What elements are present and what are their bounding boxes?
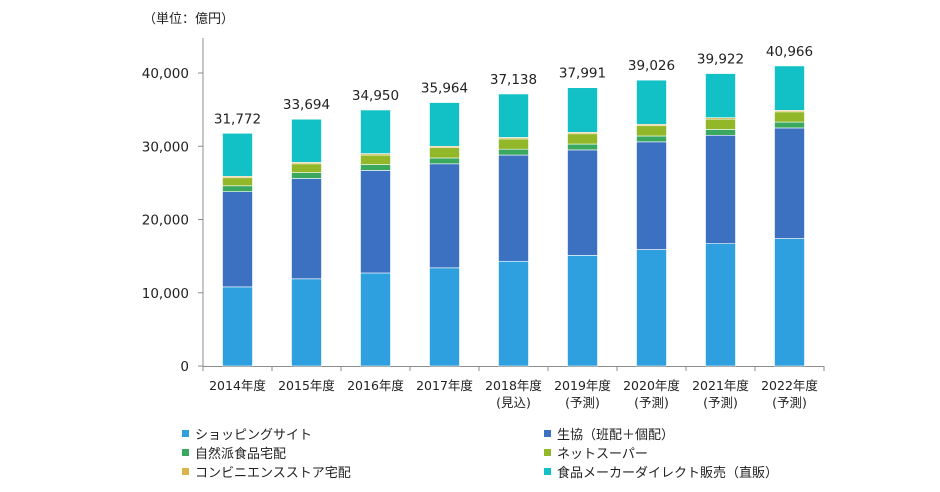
y-tick-label: 10,000 bbox=[142, 286, 189, 302]
bar-segment bbox=[498, 148, 529, 156]
legend-item: 生協（班配＋個配） bbox=[544, 424, 674, 443]
bar-segment bbox=[498, 138, 529, 150]
bar-segment bbox=[222, 191, 253, 288]
legend-label: 自然派食品宅配 bbox=[195, 447, 287, 462]
total-label: 34,950 bbox=[352, 88, 399, 104]
bar-segment bbox=[567, 143, 598, 151]
x-tick-label: (予測) bbox=[772, 395, 807, 410]
bar-segment bbox=[705, 118, 736, 130]
bar-segment bbox=[774, 238, 805, 367]
legend-item: ネットスーパー bbox=[544, 443, 648, 462]
bar-segment bbox=[291, 118, 322, 163]
bar-segment bbox=[360, 154, 391, 165]
y-tick-label: 40,000 bbox=[142, 66, 189, 82]
bar-segment bbox=[429, 157, 460, 165]
bar-segment bbox=[705, 243, 736, 367]
bar-segment bbox=[636, 141, 667, 250]
total-label: 35,964 bbox=[421, 81, 468, 97]
bar-segment bbox=[567, 149, 598, 256]
bar-segment bbox=[774, 111, 805, 123]
bar-segment bbox=[291, 163, 322, 173]
legend-swatch bbox=[182, 430, 189, 437]
bar-segment bbox=[498, 260, 529, 367]
x-tick-label: (予測) bbox=[703, 395, 738, 410]
bar-segment bbox=[636, 249, 667, 367]
bar-segment bbox=[291, 178, 322, 280]
bar-segment bbox=[636, 79, 667, 125]
bar-segment bbox=[429, 102, 460, 147]
legend-swatch bbox=[544, 468, 551, 475]
bar-segment bbox=[360, 164, 391, 171]
bar-segment bbox=[222, 286, 253, 367]
legend-label: コンビニエンスストア宅配 bbox=[195, 466, 351, 481]
bar-segment bbox=[705, 134, 736, 244]
bar-segment bbox=[429, 163, 460, 269]
legend-label: 食品メーカーダイレクト販売（直販） bbox=[557, 466, 779, 481]
bar-segment bbox=[567, 133, 598, 145]
bar-segment bbox=[774, 65, 805, 111]
x-tick-label: 2020年度 bbox=[623, 378, 680, 393]
legend-item: 自然派食品宅配 bbox=[182, 443, 286, 462]
x-tick-label: 2017年度 bbox=[416, 378, 473, 393]
legend-label: ネットスーパー bbox=[557, 447, 648, 462]
bar-segment bbox=[774, 127, 805, 239]
bar-segment bbox=[360, 109, 391, 154]
bar-segment bbox=[360, 272, 391, 367]
bar-segment bbox=[774, 121, 805, 129]
bar-segment bbox=[705, 73, 736, 118]
bar-segment bbox=[705, 129, 736, 136]
x-tick-label: (予測) bbox=[565, 395, 600, 410]
y-tick-label: 0 bbox=[180, 359, 189, 375]
total-label: 39,026 bbox=[628, 58, 675, 74]
total-label: 39,922 bbox=[697, 52, 744, 68]
unit-label: （単位：億円） bbox=[143, 11, 234, 27]
bar-segment bbox=[291, 278, 322, 367]
bar-segment bbox=[222, 132, 253, 177]
legend-label: 生協（班配＋個配） bbox=[557, 428, 675, 443]
legend-item: ショッピングサイト bbox=[182, 424, 312, 443]
legend-swatch bbox=[182, 449, 189, 456]
total-label: 37,138 bbox=[490, 72, 537, 88]
bar-segment bbox=[222, 185, 253, 192]
x-tick-label: (予測) bbox=[634, 395, 669, 410]
total-label: 33,694 bbox=[283, 97, 330, 113]
legend-swatch bbox=[544, 430, 551, 437]
x-tick-label: 2021年度 bbox=[692, 378, 749, 393]
total-label: 31,772 bbox=[214, 111, 261, 127]
bar-segment bbox=[291, 172, 322, 179]
bar-segment bbox=[429, 147, 460, 159]
bar-segment bbox=[498, 93, 529, 138]
bar-segment bbox=[429, 267, 460, 367]
y-tick-label: 30,000 bbox=[142, 139, 189, 155]
x-tick-label: 2014年度 bbox=[209, 378, 266, 393]
bar-segment bbox=[567, 87, 598, 133]
total-label: 37,991 bbox=[559, 66, 606, 82]
bar-segment bbox=[498, 154, 529, 262]
legend-label: ショッピングサイト bbox=[195, 428, 313, 443]
x-tick-label: 2018年度 bbox=[485, 378, 542, 393]
x-tick-label: 2016年度 bbox=[347, 378, 404, 393]
x-tick-label: 2022年度 bbox=[761, 378, 818, 393]
legend-swatch bbox=[544, 449, 551, 456]
x-tick-label: 2015年度 bbox=[278, 378, 335, 393]
bar-segment bbox=[360, 170, 391, 274]
bar-segment bbox=[636, 135, 667, 143]
bar-segment bbox=[567, 255, 598, 367]
bar-segment bbox=[636, 125, 667, 137]
bar-segment bbox=[222, 177, 253, 187]
total-label: 40,966 bbox=[766, 44, 813, 60]
x-tick-label: (見込) bbox=[496, 395, 531, 410]
y-tick-label: 20,000 bbox=[142, 213, 189, 229]
legend-swatch bbox=[182, 468, 189, 475]
legend-item: コンビニエンスストア宅配 bbox=[182, 462, 351, 481]
x-tick-label: 2019年度 bbox=[554, 378, 611, 393]
legend-item: 食品メーカーダイレクト販売（直販） bbox=[544, 462, 778, 481]
